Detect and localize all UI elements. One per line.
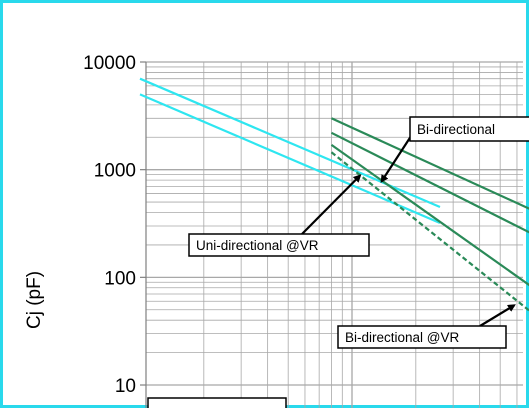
series-line-4 — [330, 131, 529, 234]
annotations-group: Bi-directional Uni-directional @VR Bi-dire… — [188, 116, 529, 349]
series-group — [139, 77, 529, 312]
annotation-arrow-3 — [479, 304, 516, 327]
annotation-text-2: Uni-directional @VR — [196, 238, 319, 253]
annotation-box-1 — [409, 116, 529, 142]
y-tick-label: 10000 — [83, 53, 136, 74]
legend-box-stub — [147, 397, 287, 408]
annotation-text-3: Bi-directional @VR — [345, 330, 459, 345]
y-tick-label: 10 — [115, 376, 136, 397]
annotation-box-2 — [188, 233, 370, 257]
y-tick-labels: 10000 1000 100 10 — [83, 53, 146, 397]
series-line-1 — [139, 77, 441, 209]
y-tick-label: 100 — [104, 268, 136, 289]
series-line-3 — [330, 117, 529, 210]
y-tick-label: 1000 — [94, 161, 136, 182]
annotation-text-1: Bi-directional — [417, 122, 495, 137]
series-line-2 — [139, 93, 441, 224]
annotation-box-3 — [337, 325, 507, 349]
series-line-5 — [330, 143, 529, 287]
y-axis-label: Cj (pF) — [24, 271, 45, 329]
annotation-arrow-2 — [301, 174, 362, 235]
